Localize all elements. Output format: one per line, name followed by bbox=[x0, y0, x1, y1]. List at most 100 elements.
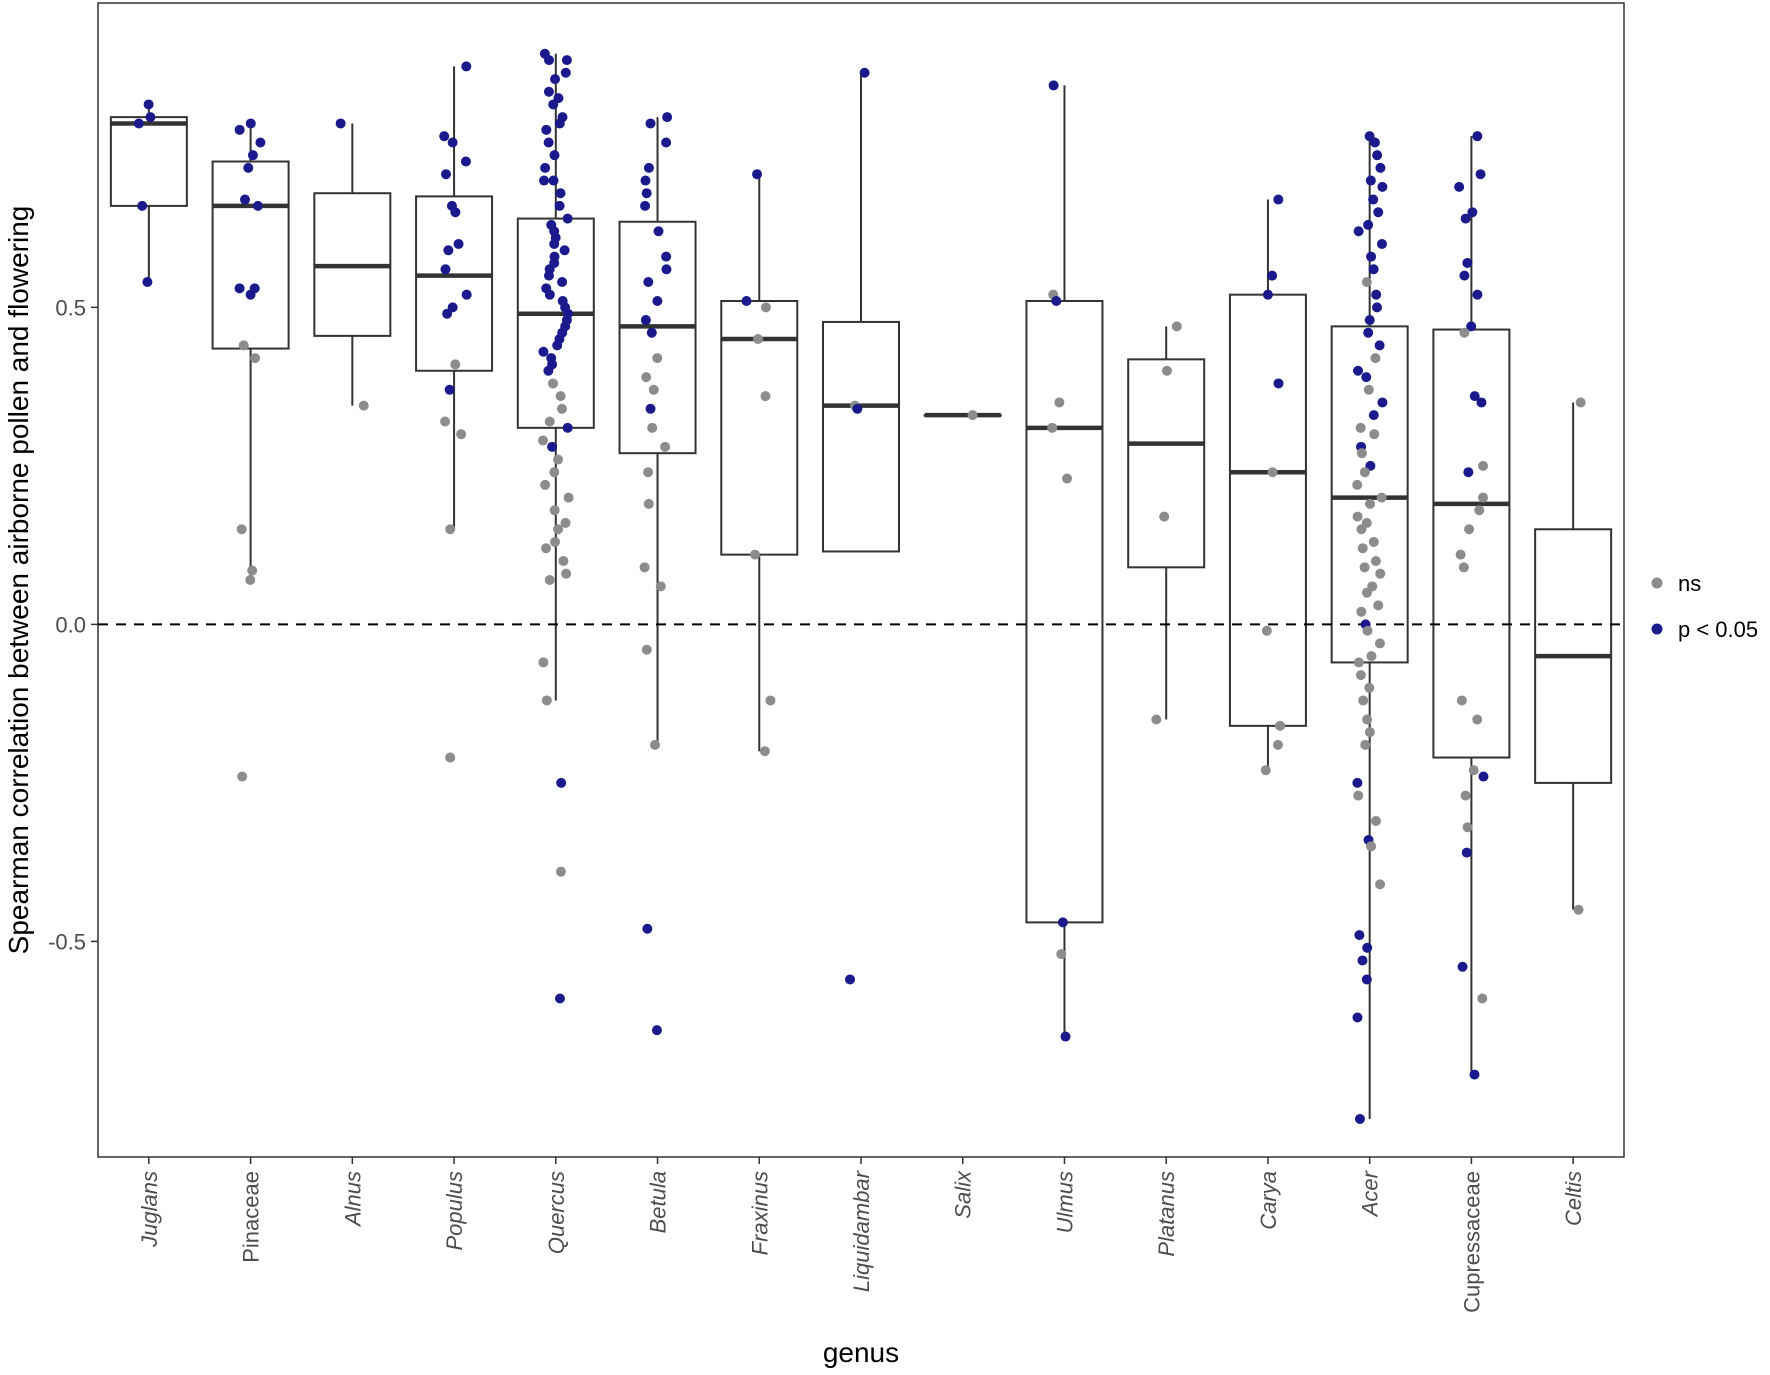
point-quercus bbox=[544, 55, 555, 66]
point-quercus bbox=[540, 162, 551, 173]
point-populus bbox=[440, 169, 451, 180]
point-quercus bbox=[555, 188, 566, 199]
point-acer bbox=[1368, 536, 1379, 547]
point-acer bbox=[1361, 587, 1372, 598]
point-platanus bbox=[1151, 714, 1162, 725]
point-pinaceae bbox=[245, 575, 256, 585]
point-quercus bbox=[557, 276, 568, 287]
point-acer bbox=[1358, 695, 1369, 706]
point-acer bbox=[1357, 543, 1368, 554]
point-populus bbox=[460, 156, 471, 167]
point-acer bbox=[1371, 289, 1382, 300]
point-fraxinus bbox=[760, 391, 771, 402]
point-carya bbox=[1267, 270, 1278, 281]
point-ulmus bbox=[1048, 80, 1059, 91]
point-carya bbox=[1273, 194, 1284, 205]
x-tick-label-cupressaceae: Cupressaceae bbox=[1459, 1171, 1484, 1313]
point-quercus bbox=[554, 993, 565, 1004]
point-betula bbox=[661, 251, 672, 262]
point-juglans bbox=[143, 99, 154, 110]
point-quercus bbox=[556, 403, 567, 414]
point-acer bbox=[1372, 150, 1383, 161]
point-quercus bbox=[548, 175, 559, 186]
point-populus bbox=[444, 384, 455, 395]
point-cupressaceae bbox=[1462, 822, 1473, 833]
point-pinaceae bbox=[234, 283, 245, 294]
point-populus bbox=[447, 137, 458, 148]
point-acer bbox=[1364, 727, 1375, 738]
point-quercus bbox=[562, 213, 573, 224]
point-cupressaceae bbox=[1459, 270, 1470, 281]
point-betula bbox=[661, 137, 672, 148]
point-betula bbox=[642, 923, 653, 934]
point-ulmus bbox=[1062, 473, 1073, 484]
point-ulmus bbox=[1060, 1031, 1071, 1042]
x-tick-label-liquidambar: Liquidambar bbox=[849, 1169, 874, 1292]
point-carya bbox=[1275, 720, 1286, 731]
point-ulmus bbox=[1047, 422, 1058, 433]
point-cupressaceae bbox=[1474, 505, 1485, 516]
box-cupressaceae bbox=[1432, 328, 1511, 759]
boxes-layer bbox=[109, 53, 1613, 1119]
point-pinaceae bbox=[237, 771, 248, 782]
point-quercus bbox=[561, 55, 572, 66]
x-tick-label-betula: Betula bbox=[646, 1171, 671, 1233]
point-platanus bbox=[1159, 511, 1170, 522]
point-betula bbox=[652, 296, 663, 307]
point-quercus bbox=[544, 289, 555, 300]
point-populus bbox=[445, 524, 456, 535]
point-acer bbox=[1373, 600, 1384, 611]
point-pinaceae bbox=[239, 194, 250, 205]
point-quercus bbox=[538, 657, 549, 668]
point-acer bbox=[1376, 492, 1387, 503]
point-ulmus bbox=[1056, 949, 1067, 960]
box-populus bbox=[415, 195, 494, 372]
point-platanus bbox=[1161, 365, 1172, 376]
point-carya bbox=[1262, 289, 1273, 300]
point-liquidambar bbox=[859, 67, 870, 78]
x-tick-label-juglans: Juglans bbox=[137, 1171, 162, 1248]
point-quercus bbox=[541, 543, 552, 554]
point-quercus bbox=[544, 416, 555, 427]
x-tick-label-celtis: Celtis bbox=[1561, 1171, 1586, 1226]
point-acer bbox=[1368, 410, 1379, 421]
point-cupressaceae bbox=[1476, 397, 1487, 408]
point-acer bbox=[1375, 162, 1386, 173]
point-acer bbox=[1361, 372, 1372, 383]
point-carya bbox=[1267, 467, 1278, 478]
point-acer bbox=[1362, 714, 1373, 725]
point-fraxinus bbox=[759, 746, 770, 757]
point-populus bbox=[439, 131, 450, 142]
point-carya bbox=[1273, 378, 1284, 389]
point-cupressaceae bbox=[1460, 213, 1471, 224]
point-pinaceae bbox=[255, 137, 266, 148]
point-pinaceae bbox=[238, 340, 249, 351]
point-betula bbox=[647, 422, 658, 433]
box-pinaceae bbox=[211, 160, 290, 350]
point-betula bbox=[650, 739, 661, 750]
point-acer bbox=[1369, 137, 1380, 148]
point-fraxinus bbox=[760, 302, 771, 313]
point-alnus bbox=[335, 118, 346, 129]
point-cupressaceae bbox=[1457, 961, 1468, 972]
point-cupressaceae bbox=[1458, 562, 1469, 573]
point-acer bbox=[1353, 365, 1364, 376]
point-cupressaceae bbox=[1477, 993, 1488, 1004]
point-acer bbox=[1353, 790, 1364, 801]
point-fraxinus bbox=[752, 169, 763, 180]
point-pinaceae bbox=[250, 353, 261, 364]
x-tick-label-pinaceae: Pinaceae bbox=[239, 1171, 264, 1263]
point-cupressaceae bbox=[1455, 549, 1466, 560]
point-acer bbox=[1375, 879, 1386, 890]
point-cupressaceae bbox=[1463, 467, 1474, 478]
point-cupressaceae bbox=[1461, 847, 1472, 858]
point-ulmus bbox=[1054, 397, 1065, 408]
point-acer bbox=[1364, 315, 1375, 326]
point-quercus bbox=[556, 777, 567, 788]
point-pinaceae bbox=[247, 565, 258, 576]
point-celtis bbox=[1573, 904, 1584, 915]
point-carya bbox=[1261, 625, 1272, 636]
legend-label-sig: p < 0.05 bbox=[1678, 617, 1758, 642]
point-acer bbox=[1363, 384, 1374, 395]
point-betula bbox=[645, 118, 656, 129]
